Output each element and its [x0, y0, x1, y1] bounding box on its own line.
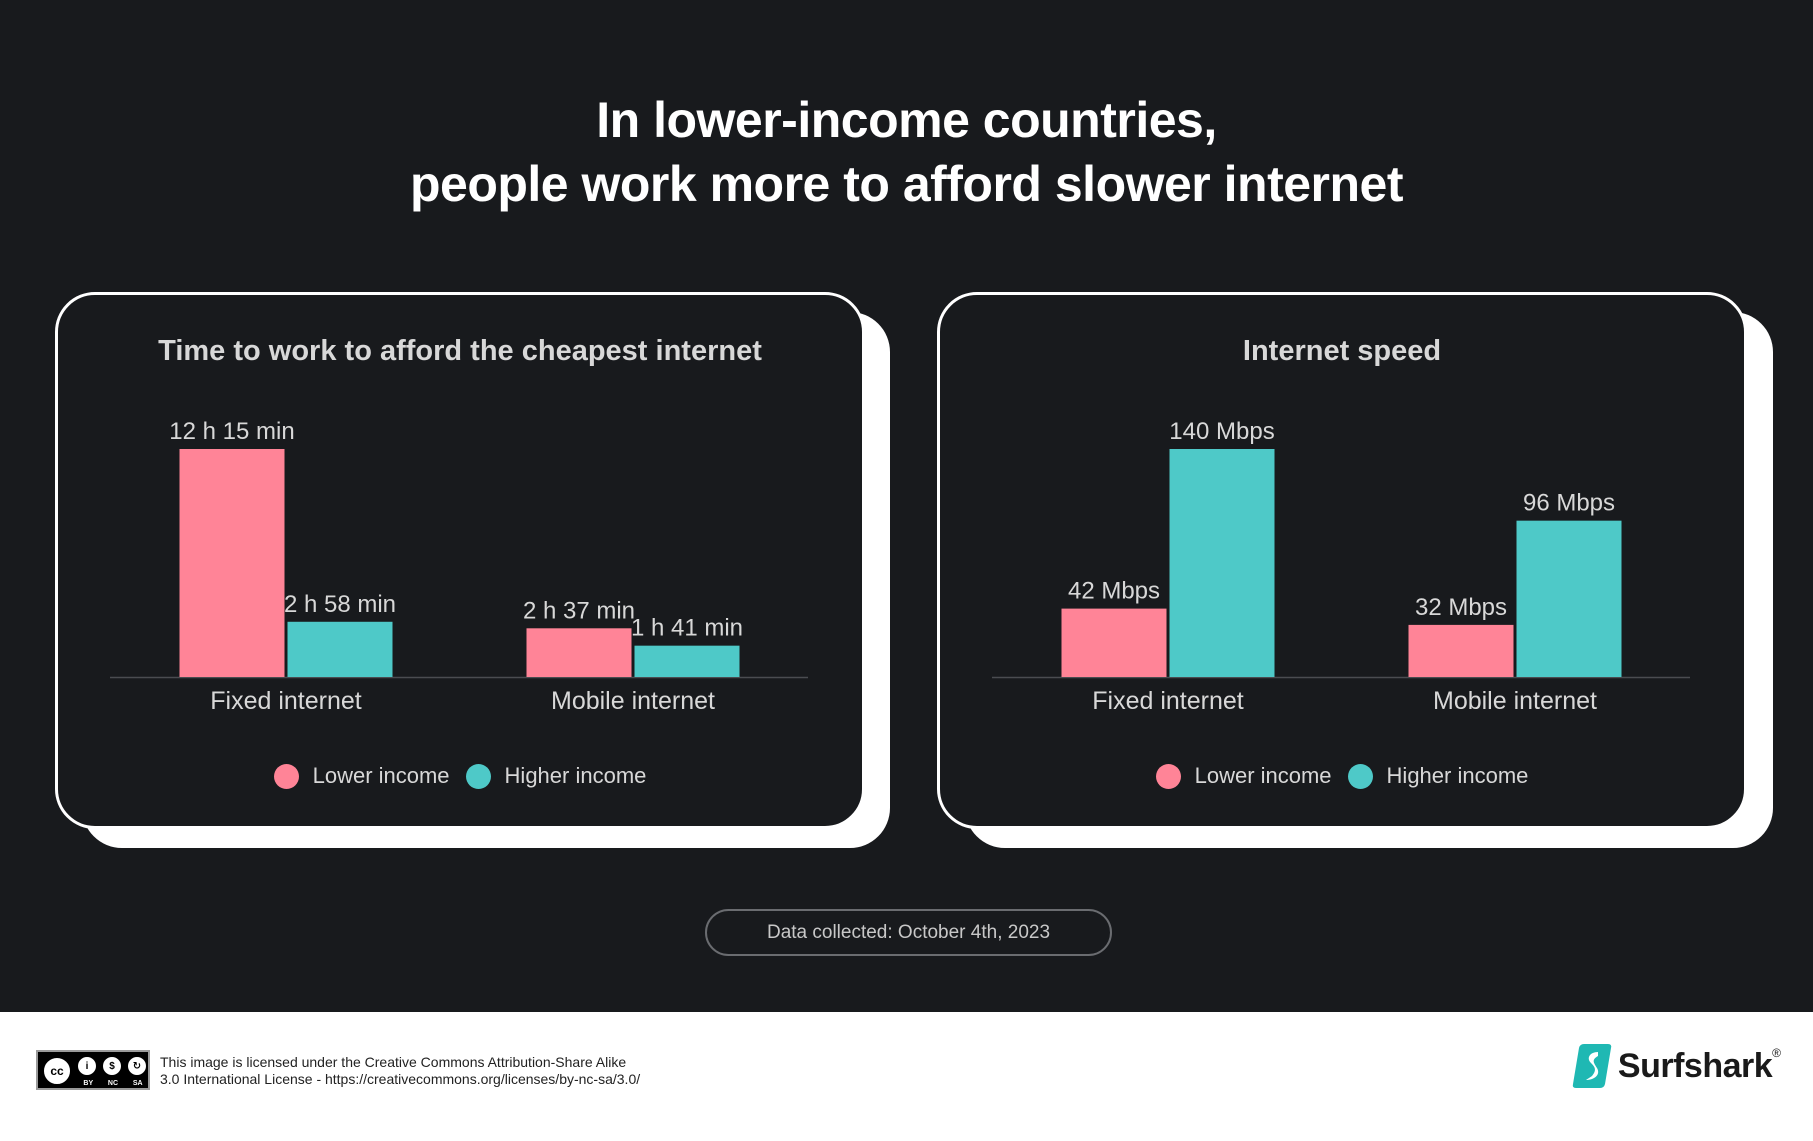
- cc-by-icon: i: [76, 1055, 98, 1077]
- bar-higher-income: [634, 645, 740, 677]
- bar-higher-income: [287, 621, 393, 677]
- data-label-lower-income: 42 Mbps: [1068, 578, 1160, 605]
- bar-lower-income: [526, 628, 632, 677]
- legend-item-lower-income: Lower income: [1155, 763, 1332, 789]
- data-label-lower-income: 2 h 37 min: [523, 597, 635, 624]
- license-line-2: 3.0 International License - https://crea…: [160, 1071, 641, 1087]
- data-label-higher-income: 96 Mbps: [1523, 490, 1615, 517]
- category-label: Mobile internet: [551, 687, 715, 715]
- bar-higher-income: [1516, 520, 1622, 677]
- cc-tag-nc: NC: [107, 1080, 119, 1087]
- chart-card-work-time: Time to work to afford the cheapest inte…: [55, 292, 865, 829]
- category-label: Mobile internet: [1433, 687, 1597, 715]
- cc-tags: BY NC SA: [76, 1080, 150, 1087]
- data-collected-badge: Data collected: October 4th, 2023: [705, 909, 1112, 956]
- bar-lower-income: [1061, 608, 1167, 677]
- legend-dot-higher-income: [465, 763, 491, 789]
- legend: Lower income Higher income: [58, 763, 862, 789]
- legend-label-lower-income: Lower income: [1194, 763, 1332, 788]
- legend-item-higher-income: Higher income: [1347, 763, 1529, 789]
- main-title-line-1: In lower-income countries,: [596, 92, 1217, 148]
- data-label-higher-income: 140 Mbps: [1169, 418, 1274, 445]
- legend-label-higher-income: Higher income: [504, 763, 647, 788]
- data-label-higher-income: 2 h 58 min: [284, 591, 396, 618]
- legend-label-lower-income: Lower income: [312, 763, 450, 788]
- legend-dot-higher-income: [1347, 763, 1373, 789]
- chart-title: Time to work to afford the cheapest inte…: [158, 335, 762, 367]
- license-line-1: This image is licensed under the Creativ…: [160, 1054, 627, 1070]
- legend-dot-lower-income: [273, 763, 299, 789]
- cc-tag-sa: SA: [132, 1080, 143, 1087]
- bar-chart-work-time: 12 h 15 min 2 h 58 min Fixed internet 2 h 3…: [110, 418, 808, 715]
- main-title: In lower-income countries, people work m…: [0, 88, 1813, 216]
- legend-item-lower-income: Lower income: [273, 763, 450, 789]
- chart-title: Internet speed: [1242, 335, 1442, 367]
- data-label-higher-income: 1 h 41 min: [631, 615, 743, 642]
- cc-sa-icon: ↻: [126, 1055, 148, 1077]
- legend-dot-lower-income: [1155, 763, 1181, 789]
- cc-nc-icon: $: [101, 1055, 123, 1077]
- license-text: This image is licensed under the Creativ…: [160, 1054, 640, 1088]
- category-label: Fixed internet: [210, 687, 362, 715]
- legend-item-higher-income: Higher income: [465, 763, 647, 789]
- bar-higher-income: [1169, 449, 1275, 677]
- main-title-line-2: people work more to afford slower intern…: [409, 156, 1404, 212]
- legend-label-higher-income: Higher income: [1386, 763, 1529, 788]
- cc-logo-icon: cc: [42, 1056, 72, 1086]
- bar-lower-income: [179, 449, 285, 677]
- surfshark-logo-icon: [1572, 1044, 1612, 1088]
- footer: cc i $ ↻ BY NC SA This image is licensed…: [0, 1012, 1813, 1141]
- surfshark-logo: Surfshark ®: [1572, 1042, 1781, 1090]
- cc-tag-by: BY: [83, 1080, 94, 1087]
- registered-mark-icon: ®: [1772, 1046, 1781, 1060]
- data-label-lower-income: 32 Mbps: [1415, 594, 1507, 621]
- bar-lower-income: [1408, 624, 1514, 677]
- legend: Lower income Higher income: [940, 763, 1744, 789]
- cc-license-badge: cc i $ ↻ BY NC SA: [36, 1050, 150, 1090]
- chart-card-internet-speed: Internet speed 42 Mbps 140 Mbps Fixed inte…: [937, 292, 1747, 829]
- data-label-lower-income: 12 h 15 min: [169, 418, 294, 445]
- category-label: Fixed internet: [1092, 687, 1244, 715]
- bar-chart-internet-speed: 42 Mbps 140 Mbps Fixed internet 32 Mbps 96 M…: [992, 418, 1690, 715]
- brand-name: Surfshark: [1617, 1046, 1773, 1085]
